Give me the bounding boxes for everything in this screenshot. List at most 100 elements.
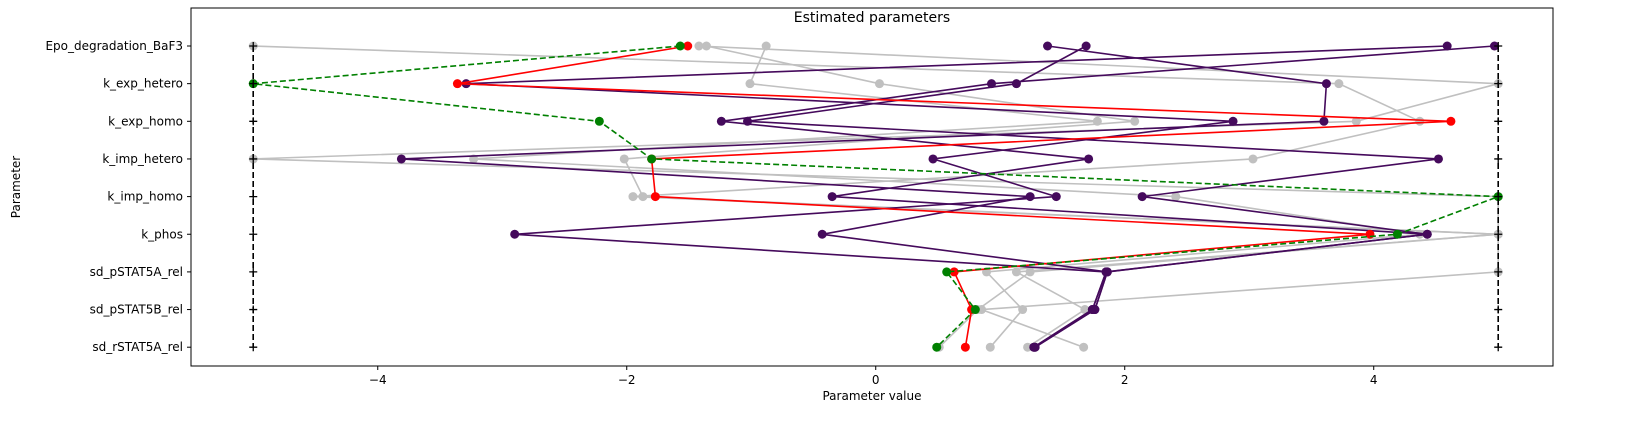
point-marker: [249, 42, 258, 50]
point-marker: [1130, 116, 1140, 126]
series-line: [721, 45, 1495, 348]
point-marker: [1422, 229, 1432, 239]
point-marker: [1433, 154, 1443, 164]
y-tick-label: k_imp_hetero: [102, 152, 183, 166]
point-marker: [1494, 42, 1503, 50]
point-marker: [1494, 230, 1503, 239]
point-marker: [1415, 116, 1425, 126]
point-marker: [452, 79, 462, 89]
point-marker: [716, 116, 726, 126]
y-axis-label: Parameter: [9, 156, 23, 218]
point-marker: [1084, 154, 1094, 164]
point-marker: [647, 154, 657, 164]
point-marker: [1494, 267, 1503, 276]
point-marker: [761, 41, 771, 51]
y-tick-label: k_phos: [141, 227, 183, 241]
point-marker: [510, 229, 520, 239]
point-marker: [1011, 267, 1021, 277]
x-tick-label: 4: [1370, 373, 1378, 387]
point-marker: [960, 342, 970, 352]
point-marker: [817, 229, 827, 239]
point-marker: [985, 342, 995, 352]
point-marker: [249, 230, 258, 239]
point-marker: [1228, 116, 1238, 126]
point-marker: [249, 154, 258, 163]
point-marker: [638, 192, 648, 202]
point-marker: [249, 117, 258, 126]
y-tick-label: k_imp_homo: [107, 190, 183, 204]
x-tick-label: 0: [872, 373, 880, 387]
x-tick-label: −2: [618, 373, 636, 387]
point-marker: [1494, 117, 1503, 126]
point-marker: [628, 192, 638, 202]
series-line: [253, 45, 1499, 348]
point-marker: [1101, 267, 1111, 277]
point-marker: [745, 79, 755, 89]
point-marker: [987, 79, 997, 89]
point-marker: [1392, 229, 1402, 239]
point-marker: [1351, 116, 1361, 126]
series-line: [623, 45, 1499, 348]
point-marker: [249, 192, 258, 201]
x-tick-label: 2: [1121, 373, 1129, 387]
point-marker: [1494, 192, 1503, 201]
point-marker: [1011, 79, 1021, 89]
point-marker: [928, 154, 938, 164]
series-line: [253, 45, 1499, 348]
point-marker: [827, 192, 837, 202]
point-marker: [1081, 41, 1091, 51]
point-marker: [942, 267, 952, 277]
point-marker: [249, 305, 258, 314]
point-marker: [249, 343, 258, 352]
point-marker: [1029, 342, 1039, 352]
point-marker: [683, 41, 693, 51]
point-marker: [675, 41, 685, 51]
point-marker: [1079, 342, 1089, 352]
y-tick-label: sd_rSTAT5A_rel: [92, 340, 183, 354]
point-marker: [1248, 154, 1258, 164]
point-marker: [249, 267, 258, 276]
point-marker: [619, 154, 629, 164]
x-axis-label: Parameter value: [822, 389, 921, 403]
point-marker: [396, 154, 406, 164]
series-line: [401, 45, 1328, 348]
point-marker: [1018, 305, 1028, 315]
y-tick-label: sd_pSTAT5A_rel: [90, 265, 183, 279]
point-marker: [932, 342, 942, 352]
y-tick-label: k_exp_hetero: [103, 77, 183, 91]
point-marker: [874, 79, 884, 89]
point-marker: [594, 116, 604, 126]
point-marker: [1025, 192, 1035, 202]
point-marker: [1087, 305, 1097, 315]
point-marker: [1137, 192, 1147, 202]
point-marker: [1319, 116, 1329, 126]
y-tick-label: sd_pSTAT5B_rel: [90, 303, 183, 317]
series-line: [466, 45, 1448, 348]
point-marker: [1446, 116, 1456, 126]
point-marker: [1080, 305, 1090, 315]
point-marker: [650, 192, 660, 202]
point-marker: [1051, 192, 1061, 202]
point-marker: [1494, 343, 1503, 352]
point-marker: [1494, 305, 1503, 314]
point-marker: [1043, 41, 1053, 51]
y-tick-label: Epo_degradation_BaF3: [45, 39, 183, 53]
point-marker: [1494, 154, 1503, 163]
x-tick-label: −4: [369, 373, 387, 387]
series-line: [253, 45, 1499, 348]
point-marker: [970, 305, 980, 315]
y-tick-label: k_exp_homo: [108, 114, 183, 128]
plot-frame: [190, 7, 1554, 367]
chart-title: Estimated parameters: [794, 10, 950, 26]
point-marker: [1442, 41, 1452, 51]
point-marker: [1334, 79, 1344, 89]
point-marker: [743, 116, 753, 126]
point-marker: [1025, 267, 1035, 277]
point-marker: [1023, 342, 1033, 352]
point-marker: [694, 41, 704, 51]
point-marker: [1494, 79, 1503, 88]
point-marker: [249, 79, 258, 88]
point-marker: [1171, 192, 1181, 202]
